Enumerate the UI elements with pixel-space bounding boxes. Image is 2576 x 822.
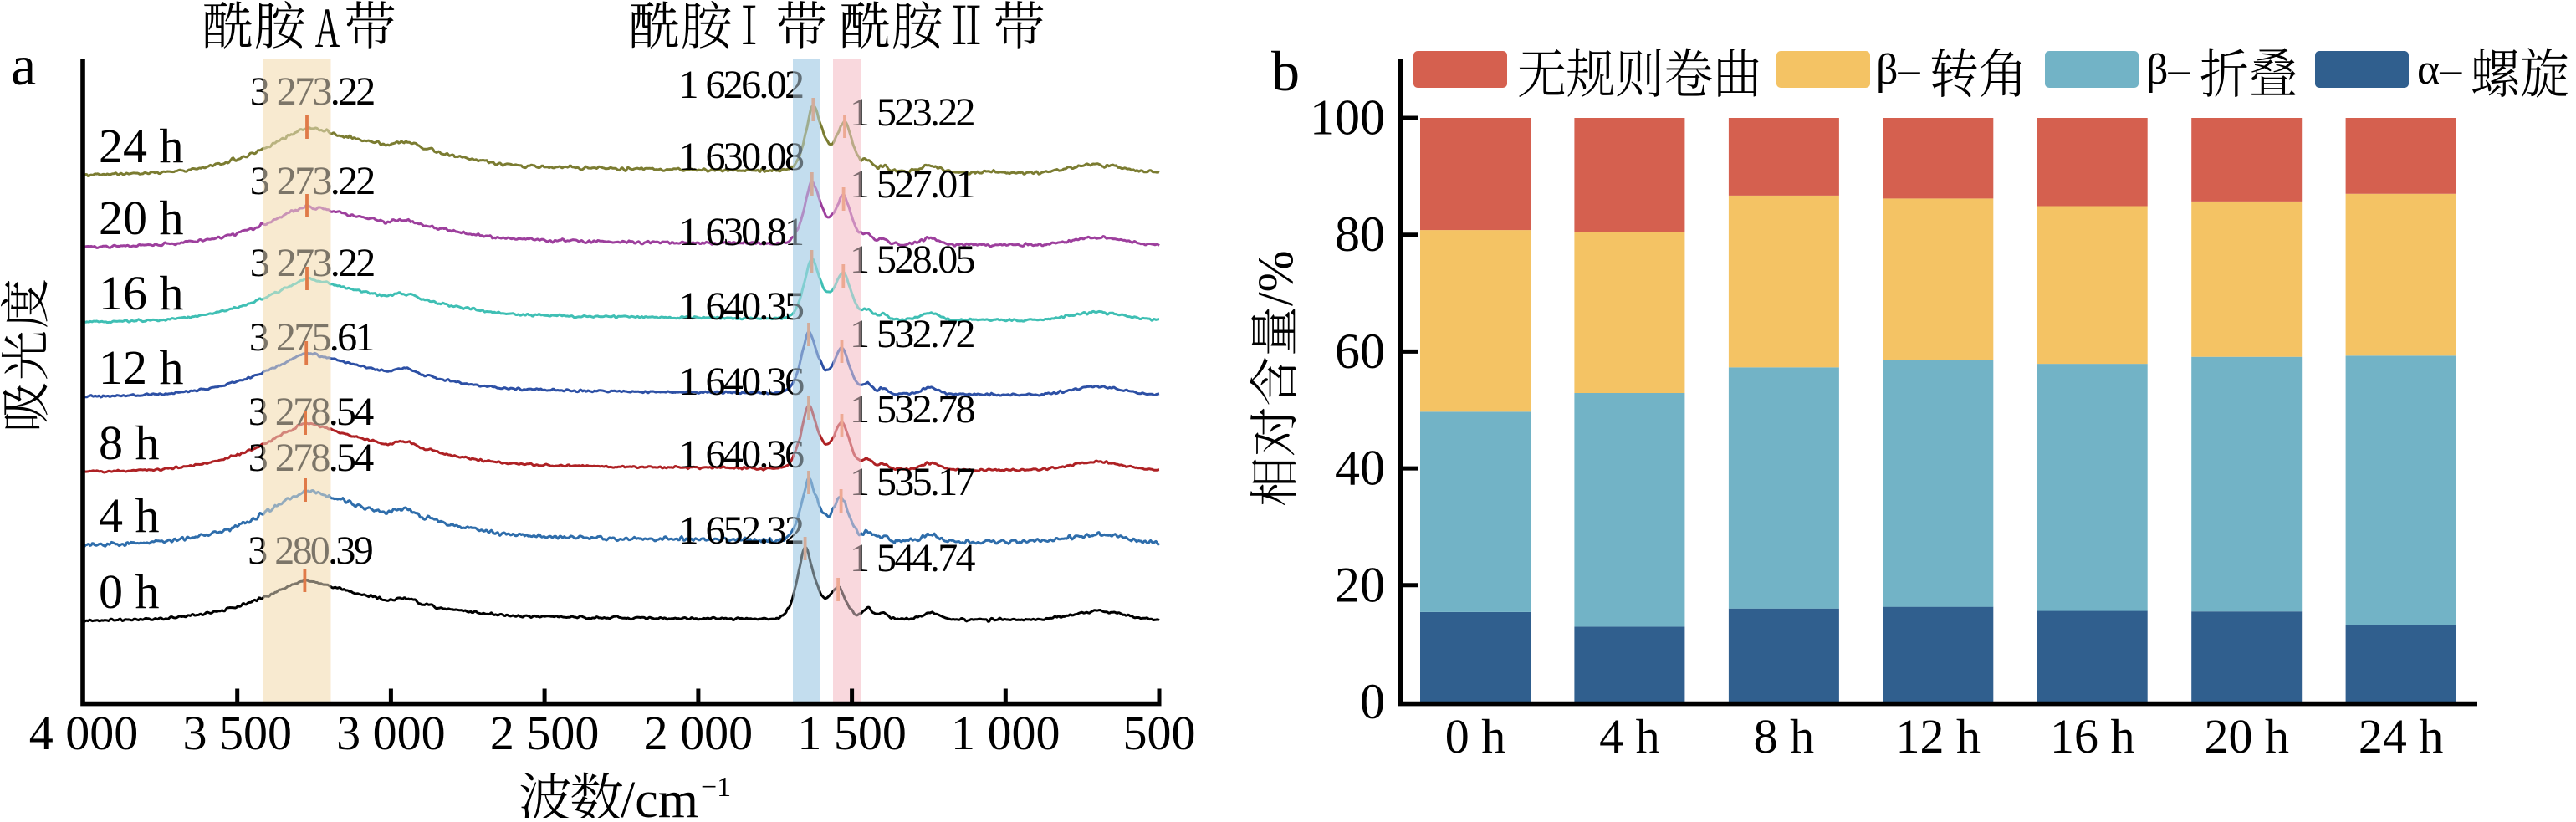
svg-text:20: 20: [1335, 557, 1385, 612]
svg-text:630.81: 630.81: [706, 210, 804, 254]
svg-text:b: b: [1271, 39, 1300, 103]
svg-text:α–: α–: [2417, 46, 2462, 94]
svg-text:535.17: 535.17: [877, 460, 975, 504]
svg-text:100: 100: [1310, 90, 1385, 146]
svg-text:4 h: 4 h: [1599, 709, 1660, 763]
svg-text:1: 1: [679, 508, 699, 553]
svg-text:544.74: 544.74: [877, 536, 976, 580]
svg-text:1 500: 1 500: [797, 706, 907, 760]
svg-text:60: 60: [1335, 324, 1385, 379]
svg-text:−1: −1: [701, 772, 731, 803]
svg-text:532.78: 532.78: [877, 387, 975, 431]
svg-text:4 h: 4 h: [99, 488, 160, 543]
svg-text:16 h: 16 h: [99, 266, 184, 320]
svg-text:652.32: 652.32: [706, 508, 804, 553]
svg-text:640.36: 640.36: [706, 360, 805, 404]
svg-text:8 h: 8 h: [99, 416, 160, 470]
svg-text:/cm: /cm: [621, 772, 698, 818]
svg-text:12 h: 12 h: [99, 340, 184, 395]
svg-text:1: 1: [679, 432, 699, 477]
svg-text:a: a: [11, 33, 36, 97]
svg-text:528.05: 528.05: [877, 237, 975, 282]
svg-text:2 500: 2 500: [490, 706, 600, 760]
svg-text:1: 1: [679, 284, 699, 329]
svg-text:0 h: 0 h: [1445, 709, 1506, 763]
svg-text:523.22: 523.22: [877, 90, 974, 135]
svg-text:0 h: 0 h: [99, 564, 160, 619]
svg-text:1 000: 1 000: [951, 706, 1061, 760]
svg-text:0: 0: [1360, 674, 1385, 729]
svg-text:532.72: 532.72: [877, 312, 974, 356]
svg-text:2 000: 2 000: [644, 706, 754, 760]
svg-text:640.35: 640.35: [706, 284, 805, 329]
svg-text:β–: β–: [2146, 46, 2190, 94]
svg-text:80: 80: [1335, 207, 1385, 262]
svg-text:40: 40: [1335, 441, 1385, 496]
svg-text:24 h: 24 h: [99, 119, 184, 173]
svg-text:3 000: 3 000: [336, 706, 446, 760]
svg-text:1: 1: [679, 63, 699, 107]
svg-text:640.36: 640.36: [706, 432, 805, 477]
svg-text:8 h: 8 h: [1754, 709, 1815, 763]
svg-text:β–: β–: [1876, 46, 1920, 94]
svg-text:626.02: 626.02: [706, 63, 804, 107]
svg-text:20 h: 20 h: [99, 191, 184, 245]
svg-text:16 h: 16 h: [2050, 709, 2135, 763]
svg-text:630.08: 630.08: [706, 135, 805, 179]
svg-text:1: 1: [679, 210, 699, 254]
svg-text:4 000: 4 000: [29, 706, 139, 760]
svg-text:1: 1: [679, 360, 699, 404]
svg-text:A: A: [315, 0, 340, 60]
svg-text:1: 1: [679, 135, 699, 179]
svg-text:3 500: 3 500: [182, 706, 292, 760]
svg-text:12 h: 12 h: [1896, 709, 1981, 763]
svg-text:527.01: 527.01: [877, 162, 974, 207]
svg-text:20 h: 20 h: [2204, 709, 2289, 763]
svg-text:/%: /%: [1248, 250, 1303, 306]
svg-text:500: 500: [1123, 706, 1196, 760]
svg-text:24 h: 24 h: [2359, 709, 2444, 763]
